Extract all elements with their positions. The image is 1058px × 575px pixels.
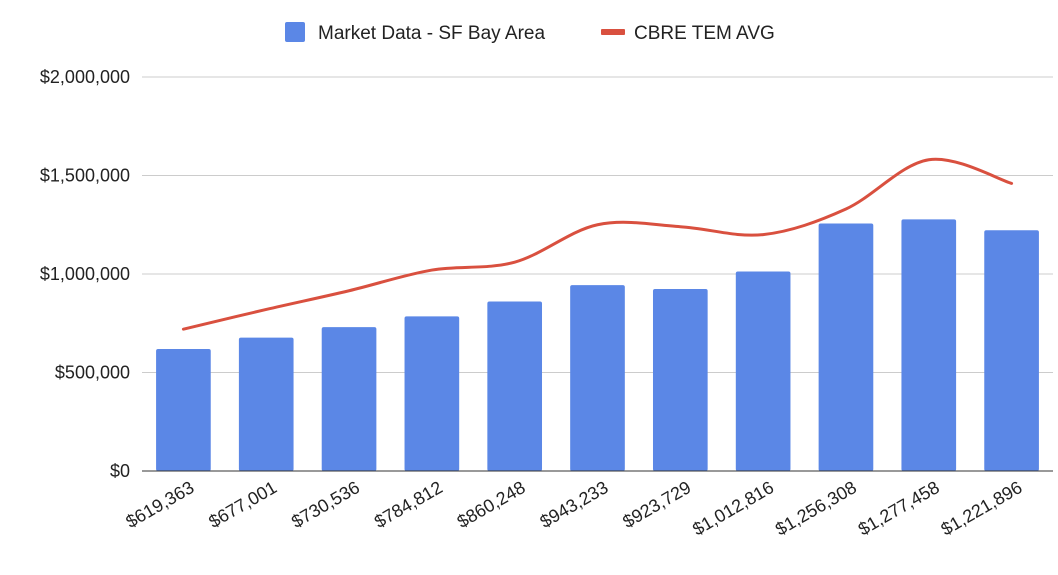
bar bbox=[570, 285, 625, 471]
y-tick-label: $500,000 bbox=[55, 363, 130, 383]
x-tick-label: $619,363 bbox=[122, 477, 197, 532]
bar bbox=[652, 289, 708, 471]
y-tick-label: $0 bbox=[110, 461, 130, 481]
x-tick-label: $1,277,458 bbox=[855, 477, 943, 539]
bar bbox=[321, 327, 377, 471]
x-tick-label: $784,812 bbox=[371, 477, 446, 532]
x-tick-label: $1,012,816 bbox=[689, 477, 777, 539]
legend-swatch-line bbox=[601, 29, 625, 35]
legend: Market Data - SF Bay Area CBRE TEM AVG bbox=[285, 22, 775, 44]
legend-label-bar: Market Data - SF Bay Area bbox=[318, 23, 545, 44]
x-tick-label: $730,536 bbox=[288, 477, 363, 532]
y-tick-label: $2,000,000 bbox=[40, 67, 130, 87]
x-tick-label: $943,233 bbox=[536, 477, 611, 532]
y-axis-ticks: $0 $500,000 $1,000,000 $1,500,000 $2,000,000 bbox=[40, 67, 130, 481]
y-tick-label: $1,500,000 bbox=[40, 166, 130, 186]
bar bbox=[901, 219, 957, 471]
x-tick-label: $860,248 bbox=[454, 477, 529, 532]
legend-label-line: CBRE TEM AVG bbox=[634, 23, 775, 44]
bar bbox=[238, 337, 294, 471]
bar bbox=[487, 301, 543, 471]
bar bbox=[818, 223, 874, 471]
bar bbox=[156, 348, 211, 471]
x-axis-ticks: $619,363 $677,001 $730,536 $784,812 $860,248… bbox=[122, 477, 1025, 539]
x-tick-label: $1,221,896 bbox=[938, 477, 1026, 539]
bar-series bbox=[156, 219, 1039, 471]
x-tick-label: $677,001 bbox=[205, 477, 280, 532]
legend-swatch-bar bbox=[285, 22, 305, 42]
bar bbox=[735, 271, 791, 471]
x-tick-label: $923,729 bbox=[619, 477, 694, 532]
y-tick-label: $1,000,000 bbox=[40, 264, 130, 284]
bar bbox=[404, 316, 460, 471]
bar bbox=[984, 230, 1039, 471]
line-series bbox=[181, 157, 1014, 331]
x-tick-label: $1,256,308 bbox=[772, 477, 860, 539]
line-path bbox=[181, 157, 1014, 331]
